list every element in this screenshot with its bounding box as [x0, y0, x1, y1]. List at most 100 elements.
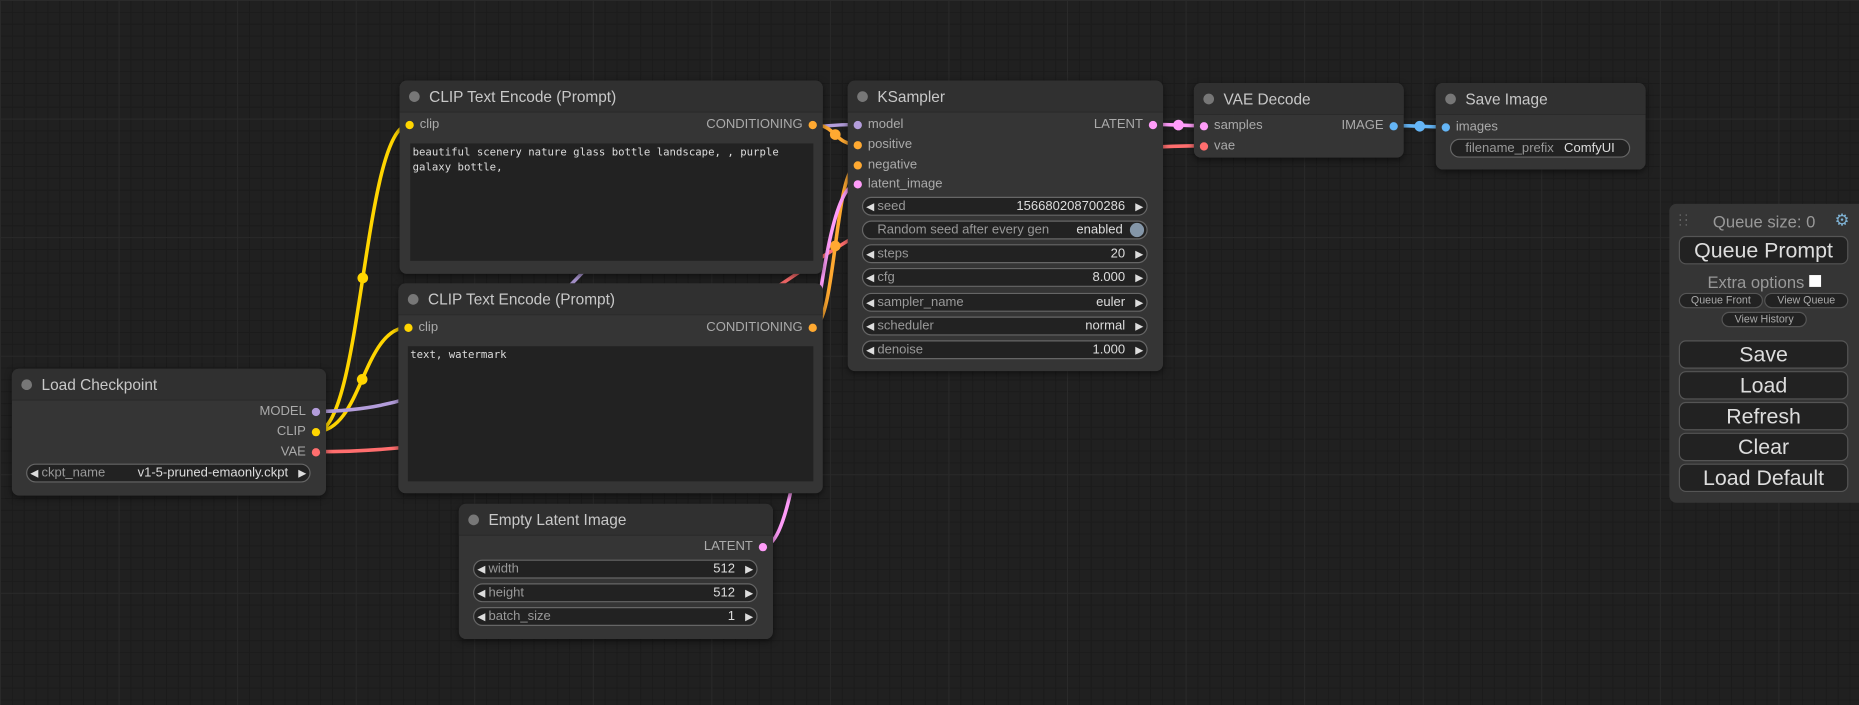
increment-arrow-icon[interactable]: ▶ [745, 609, 754, 622]
input-pin-icon[interactable] [853, 179, 862, 188]
decrement-arrow-icon[interactable]: ◀ [477, 562, 486, 575]
node-title-bar[interactable]: Save Image [1435, 82, 1646, 116]
input-slot-negative[interactable]: negative [853, 156, 917, 173]
increment-arrow-icon[interactable]: ▶ [298, 466, 307, 479]
wire-midpoint-icon[interactable] [357, 272, 369, 284]
input-pin-icon[interactable] [405, 120, 414, 129]
prompt-textarea[interactable]: text, watermark [407, 346, 814, 482]
output-slot-vae[interactable]: VAE [281, 443, 321, 460]
node-load-checkpoint[interactable]: Load Checkpoint MODEL CLIP VAE ◀ ckpt_name v1-… [11, 368, 327, 496]
output-pin-icon[interactable] [758, 542, 768, 551]
collapse-dot-icon[interactable] [21, 378, 33, 390]
output-slot-model[interactable]: MODEL [259, 403, 321, 420]
input-slot-positive[interactable]: positive [853, 136, 912, 153]
input-pin-icon[interactable] [853, 140, 862, 149]
decrement-arrow-icon[interactable]: ◀ [866, 295, 875, 308]
decrement-arrow-icon[interactable]: ◀ [866, 343, 875, 356]
input-slot-latent-image[interactable]: latent_image [853, 175, 943, 192]
node-clip-pos[interactable]: CLIP Text Encode (Prompt) clip CONDITIONIN… [399, 80, 823, 274]
queue-prompt-button[interactable]: Queue Prompt [1678, 235, 1849, 265]
collapse-dot-icon[interactable] [407, 293, 419, 305]
node-title-bar[interactable]: VAE Decode [1193, 82, 1404, 116]
output-slot-conditioning[interactable]: CONDITIONING [706, 319, 817, 336]
wire-midpoint-icon[interactable] [829, 129, 841, 140]
increment-arrow-icon[interactable]: ▶ [745, 586, 754, 599]
drag-handle-icon[interactable]: : :: : [1678, 211, 1688, 228]
clear-button[interactable]: Clear [1678, 432, 1849, 462]
output-slot-latent[interactable]: LATENT [704, 538, 768, 555]
load-default-button[interactable]: Load Default [1678, 463, 1849, 493]
node-empty-latent[interactable]: Empty Latent Image LATENT ◀ width 512 ▶ ◀ heigh… [458, 503, 774, 640]
collapse-dot-icon[interactable] [1445, 93, 1456, 104]
node-ksampler[interactable]: KSampler model positive negative latent_imag… [847, 80, 1164, 372]
input-slot-clip[interactable]: clip [405, 116, 439, 133]
decrement-arrow-icon[interactable]: ◀ [477, 586, 486, 599]
node-title-bar[interactable]: CLIP Text Encode (Prompt) [398, 283, 823, 316]
wire-midpoint-icon[interactable] [829, 240, 841, 252]
extra-options-checkbox[interactable] [1808, 275, 1821, 287]
input-pin-icon[interactable] [404, 323, 413, 332]
output-pin-icon[interactable] [1148, 120, 1158, 129]
output-pin-icon[interactable] [808, 323, 817, 332]
node-vae-decode[interactable]: VAE Decode samples vae IMAGE [1193, 82, 1404, 158]
node-title-bar[interactable]: Empty Latent Image [458, 503, 774, 536]
collapse-dot-icon[interactable] [1203, 93, 1215, 104]
input-slot-vae[interactable]: vae [1199, 138, 1235, 155]
increment-arrow-icon[interactable]: ▶ [1135, 199, 1144, 212]
output-slot-clip[interactable]: CLIP [277, 423, 321, 440]
settings-gear-icon[interactable]: ⚙ [1834, 209, 1850, 229]
input-pin-icon[interactable] [1199, 121, 1209, 130]
increment-arrow-icon[interactable]: ▶ [1135, 270, 1144, 283]
output-slot-latent[interactable]: LATENT [1094, 116, 1158, 133]
wire-midpoint-icon[interactable] [1414, 120, 1426, 132]
output-slot-image[interactable]: IMAGE [1342, 117, 1398, 134]
widget-sampler-name[interactable]: ◀ sampler_name euler ▶ [861, 292, 1148, 312]
wire-midpoint-icon[interactable] [356, 374, 368, 385]
refresh-button[interactable]: Refresh [1678, 401, 1849, 431]
prompt-textarea[interactable]: beautiful scenery nature glass bottle la… [410, 143, 814, 261]
decrement-arrow-icon[interactable]: ◀ [477, 609, 486, 622]
view-history-button[interactable]: View History [1721, 311, 1807, 328]
queue-front-button[interactable]: Queue Front [1678, 292, 1763, 309]
input-pin-icon[interactable] [853, 120, 862, 129]
collapse-dot-icon[interactable] [857, 90, 868, 102]
node-clip-neg[interactable]: CLIP Text Encode (Prompt) clip CONDITIONIN… [398, 283, 823, 494]
collapse-dot-icon[interactable] [468, 513, 479, 525]
node-title-bar[interactable]: KSampler [847, 80, 1164, 113]
collapse-dot-icon[interactable] [409, 90, 420, 102]
widget-scheduler[interactable]: ◀ scheduler normal ▶ [861, 316, 1148, 336]
decrement-arrow-icon[interactable]: ◀ [866, 247, 875, 260]
widget-filename-prefix[interactable]: filename_prefix ComfyUI [1449, 138, 1631, 158]
input-pin-icon[interactable] [853, 160, 862, 169]
increment-arrow-icon[interactable]: ▶ [1135, 343, 1144, 356]
widget-seed[interactable]: ◀ seed 156680208700286 ▶ [861, 196, 1148, 216]
widget-height[interactable]: ◀ height 512 ▶ [473, 583, 758, 603]
output-pin-icon[interactable] [311, 427, 321, 436]
increment-arrow-icon[interactable]: ▶ [1135, 319, 1144, 332]
widget-batch-size[interactable]: ◀ batch_size 1 ▶ [473, 607, 758, 626]
input-slot-images[interactable]: images [1441, 119, 1498, 136]
widget-denoise[interactable]: ◀ denoise 1.000 ▶ [861, 340, 1148, 360]
output-pin-icon[interactable] [311, 407, 321, 416]
increment-arrow-icon[interactable]: ▶ [745, 562, 754, 575]
widget-steps[interactable]: ◀ steps 20 ▶ [861, 244, 1148, 264]
output-slot-conditioning[interactable]: CONDITIONING [706, 116, 817, 133]
output-pin-icon[interactable] [311, 447, 321, 456]
node-title-bar[interactable]: Load Checkpoint [11, 368, 327, 401]
input-pin-icon[interactable] [1199, 141, 1209, 150]
decrement-arrow-icon[interactable]: ◀ [866, 199, 875, 212]
widget-cfg[interactable]: ◀ cfg 8.000 ▶ [861, 267, 1148, 287]
decrement-arrow-icon[interactable]: ◀ [866, 319, 875, 332]
widget-width[interactable]: ◀ width 512 ▶ [473, 559, 758, 579]
load-button[interactable]: Load [1678, 371, 1849, 400]
save-button[interactable]: Save [1678, 340, 1849, 369]
node-save-image[interactable]: Save Image images filename_prefix ComfyUI [1435, 82, 1646, 170]
wire-midpoint-icon[interactable] [1173, 119, 1184, 131]
increment-arrow-icon[interactable]: ▶ [1135, 295, 1144, 308]
node-title-bar[interactable]: CLIP Text Encode (Prompt) [399, 80, 823, 113]
decrement-arrow-icon[interactable]: ◀ [30, 466, 39, 479]
output-pin-icon[interactable] [1389, 121, 1398, 130]
toggle-knob-icon[interactable] [1129, 222, 1145, 238]
output-pin-icon[interactable] [808, 120, 817, 129]
